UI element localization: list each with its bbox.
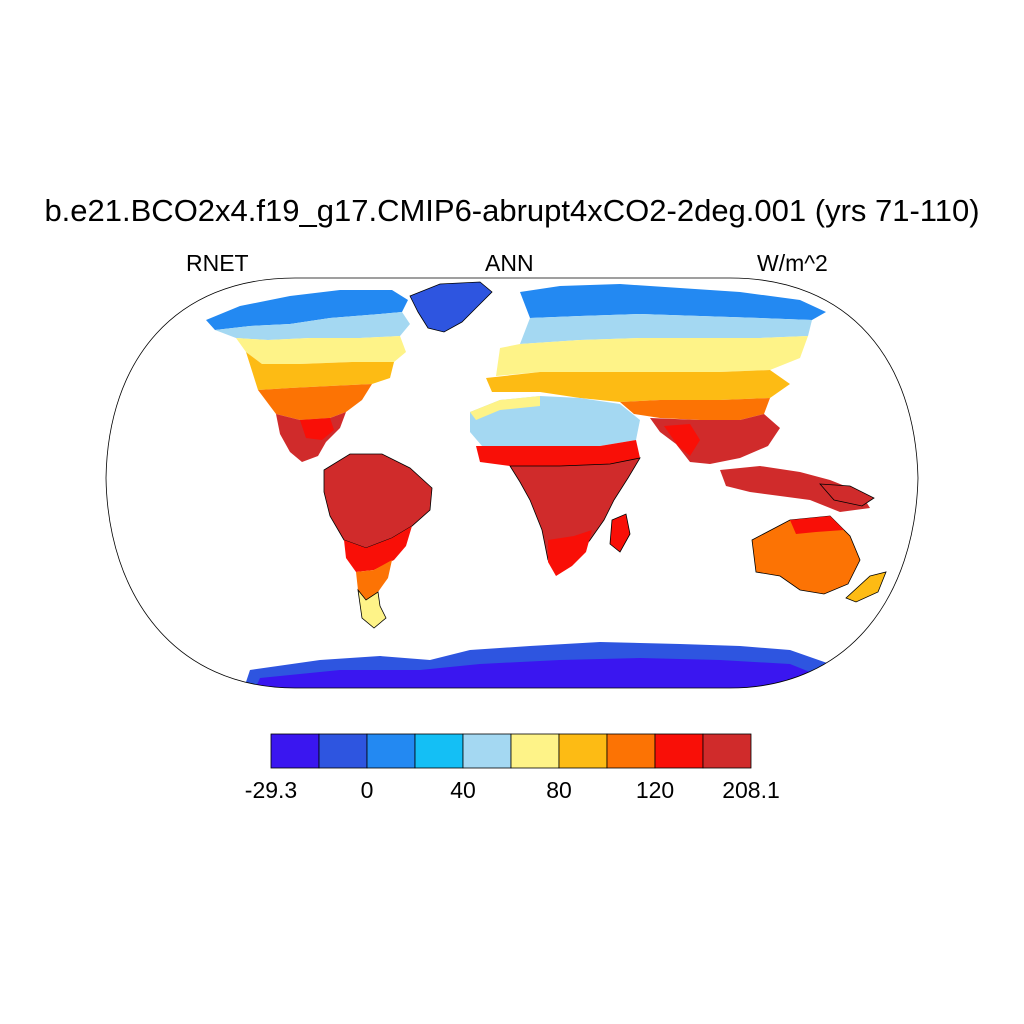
colorbar-swatch (366, 733, 416, 769)
south-america-south (356, 560, 392, 600)
colorbar-swatch (510, 733, 560, 769)
season-label: ANN (485, 250, 534, 276)
colorbar-tick-label: 0 (361, 777, 374, 803)
plot-title: b.e21.BCO2x4.f19_g17.CMIP6-abrupt4xCO2-2… (44, 193, 980, 228)
colorbar-swatch (462, 733, 512, 769)
colorbar-swatch (414, 733, 464, 769)
colorbar-swatch (702, 733, 752, 769)
central-africa (509, 457, 641, 571)
globe-outline (105, 277, 919, 689)
colorbar-tick-label: 120 (636, 777, 674, 803)
india-red (664, 424, 700, 456)
map-field (206, 281, 887, 688)
colorbar-swatch (558, 733, 608, 769)
colorbar-tick-label: 40 (450, 777, 476, 803)
sahara-edge (470, 396, 540, 420)
north-america-central (246, 352, 394, 390)
eurasia-north (496, 336, 808, 376)
colorbar-tick-label: -29.3 (245, 777, 297, 803)
asia-south (620, 398, 770, 420)
south-america-mid (344, 526, 412, 572)
eurasia-arctic (520, 284, 826, 320)
southern-africa (548, 530, 592, 576)
new-guinea (819, 483, 875, 507)
north-america-subarctic (215, 312, 410, 340)
new-zealand (845, 571, 887, 603)
north-america-north (236, 336, 406, 364)
australia-north (790, 516, 844, 534)
mexico-gulf (300, 418, 334, 440)
colorbar: -29.3 0 40 80 120 208.1 (245, 733, 780, 803)
colorbar-tick-label: 80 (546, 777, 572, 803)
colorbar-swatch (318, 733, 368, 769)
south-asia (650, 414, 780, 464)
colorbar-tick-label: 208.1 (722, 777, 780, 803)
colorbar-swatch (606, 733, 656, 769)
sahel (476, 440, 640, 466)
australia (751, 515, 861, 595)
north-america-arctic (206, 290, 408, 330)
variable-label: RNET (186, 250, 249, 276)
antarctica-interior (250, 658, 820, 688)
colorbar-swatch (270, 733, 320, 769)
eurasia-central (486, 370, 790, 402)
north-america-south (258, 384, 372, 420)
patagonia (357, 588, 387, 629)
units-label: W/m^2 (757, 250, 828, 276)
south-america-north (323, 453, 433, 549)
eurasia-subarctic (520, 314, 812, 344)
madagascar (609, 513, 631, 553)
greenland (409, 281, 493, 333)
colorbar-swatch (654, 733, 704, 769)
maritime-continent (720, 466, 870, 512)
